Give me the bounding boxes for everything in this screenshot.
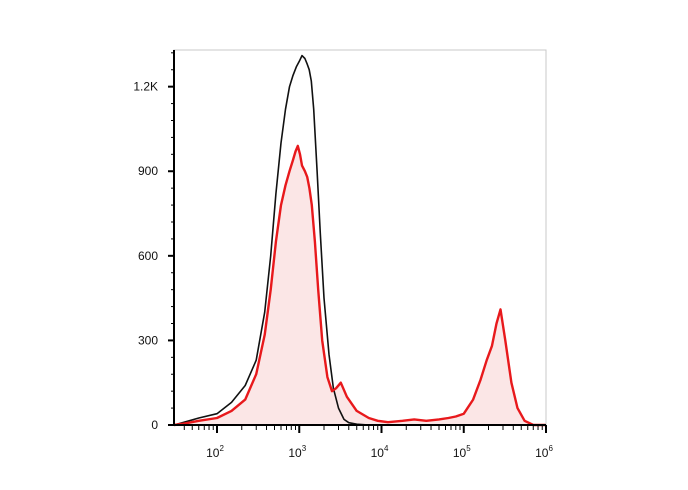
x-tick-label: 105 xyxy=(453,444,471,460)
y-tick-label: 900 xyxy=(138,164,158,178)
y-tick-label: 300 xyxy=(138,333,158,347)
x-ticks: 102 103 104 105 106 xyxy=(183,425,553,460)
y-tick-label: 0 xyxy=(151,418,158,432)
x-tick-label: 104 xyxy=(371,444,389,460)
x-tick-label: 106 xyxy=(535,444,553,460)
x-tick-label: 103 xyxy=(288,444,306,460)
series-1-fill xyxy=(174,145,546,425)
series-1-line xyxy=(173,144,546,427)
x-tick-label: 102 xyxy=(206,444,224,460)
y-ticks: 0 300 600 900 1.2K xyxy=(133,52,174,432)
y-tick-label: 600 xyxy=(138,249,158,263)
series-0-line xyxy=(173,54,382,426)
y-tick-label: 1.2K xyxy=(133,80,158,94)
series-layer xyxy=(173,54,546,427)
